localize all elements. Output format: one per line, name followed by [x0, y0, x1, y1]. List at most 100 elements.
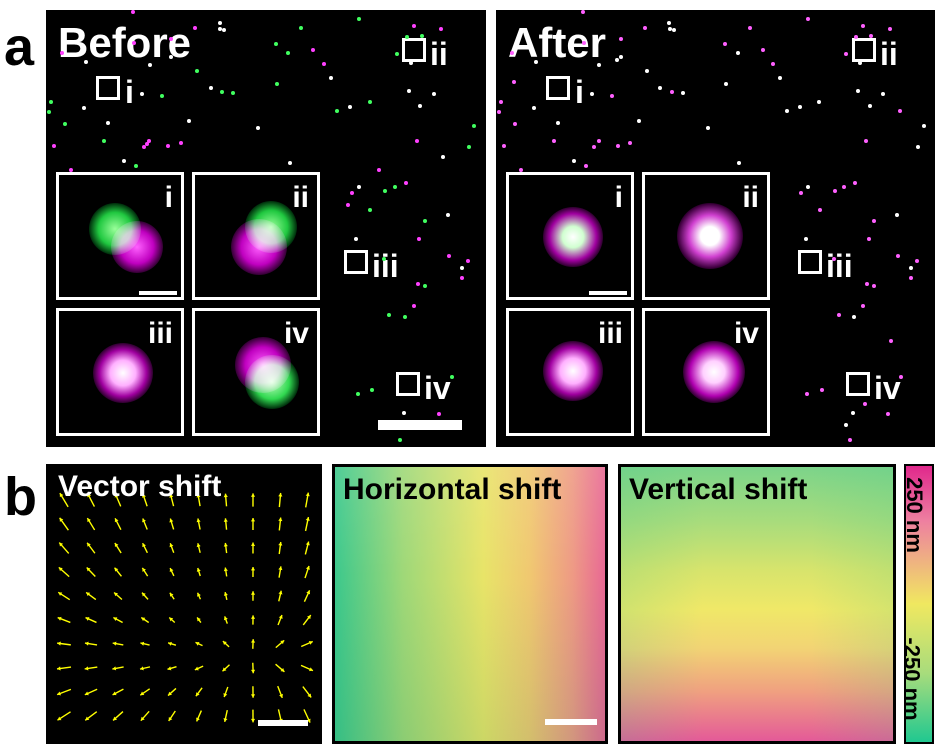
punctum	[431, 92, 436, 97]
punctum	[498, 100, 503, 105]
punctum	[916, 145, 921, 150]
punctum	[669, 89, 674, 94]
before-inset-iv-label: iv	[283, 317, 309, 350]
punctum	[705, 125, 710, 130]
arrow-head	[222, 667, 227, 672]
punctum	[59, 51, 64, 55]
punctum	[855, 88, 860, 93]
before-micrograph: Before i ii iii iv i ii iii iv	[46, 10, 486, 447]
arrow-head	[142, 518, 146, 523]
before-roi-ii-label: ii	[430, 36, 448, 72]
after-micrograph: After i ii iii iv i ii iii iv	[496, 10, 935, 447]
punctum	[850, 411, 855, 416]
arrow-head	[278, 566, 283, 571]
punctum	[760, 47, 765, 52]
punctum	[134, 163, 139, 168]
horizontal-shift-title: Horizontal shift	[343, 473, 562, 506]
punctum	[472, 123, 477, 128]
punctum	[349, 191, 354, 196]
punctum	[589, 91, 594, 96]
punctum	[354, 237, 359, 242]
punctum	[581, 41, 586, 46]
map-shading	[335, 467, 605, 741]
inset-scale-bar	[589, 291, 627, 295]
punctum	[356, 185, 361, 190]
arrow-head	[140, 666, 144, 671]
punctum	[832, 189, 837, 194]
before-roi-iv-label: iv	[424, 370, 451, 406]
vertical-shift-title: Vertical shift	[629, 473, 808, 506]
map-shading	[621, 467, 893, 741]
arrow-head	[194, 666, 199, 671]
arrow-head	[142, 543, 146, 548]
arrow-head	[250, 694, 256, 698]
before-roi-i-label: i	[125, 74, 134, 110]
punctum	[387, 312, 392, 317]
punctum	[392, 185, 397, 190]
before-roi-iii-box	[344, 250, 368, 274]
after-title: After	[508, 19, 607, 66]
punctum	[412, 303, 417, 308]
arrow-head	[196, 717, 200, 722]
punctum	[658, 86, 663, 91]
punctum	[217, 21, 222, 26]
arrow-head	[114, 518, 119, 523]
punctum	[147, 62, 152, 67]
punctum	[619, 55, 624, 60]
arrow-head	[305, 492, 310, 497]
arrow-head	[169, 617, 174, 622]
punctum	[168, 37, 173, 42]
punctum	[286, 50, 291, 55]
punctum	[860, 24, 865, 29]
arrow-head	[169, 568, 174, 573]
arrow-head	[306, 718, 311, 723]
after-roi-iv-box	[846, 372, 870, 396]
punctum	[908, 265, 913, 270]
punctum	[555, 121, 560, 125]
arrow-head	[280, 640, 285, 645]
punctum	[671, 27, 676, 32]
arrow-head	[307, 615, 311, 620]
punctum	[335, 108, 340, 113]
arrow-head	[223, 718, 228, 722]
punctum	[803, 237, 808, 242]
after-roi-ii-box	[852, 38, 876, 62]
punctum	[274, 82, 279, 87]
punctum	[618, 37, 623, 42]
punctum	[866, 236, 871, 241]
punctum	[414, 138, 419, 143]
punctum	[861, 303, 866, 308]
punctum	[166, 144, 171, 149]
punctum	[273, 42, 278, 47]
overlap-spot	[543, 341, 603, 401]
panel-b-label: b	[4, 467, 37, 527]
punctum	[863, 402, 868, 407]
green-spot	[245, 355, 299, 409]
punctum	[287, 160, 292, 165]
punctum	[921, 123, 926, 128]
after-inset-iii-label: iii	[597, 317, 623, 350]
arrow-head	[196, 518, 201, 523]
arrow-head	[85, 617, 90, 621]
punctum	[496, 110, 501, 115]
punctum	[784, 108, 789, 113]
punctum	[406, 88, 411, 93]
punctum	[512, 121, 517, 126]
punctum	[437, 411, 442, 416]
arrow-head	[223, 518, 228, 522]
after-roi-iii-label: iii	[826, 248, 853, 284]
punctum	[256, 125, 261, 130]
punctum	[531, 106, 536, 111]
punctum	[636, 118, 641, 123]
punctum	[408, 61, 413, 66]
arrow-head	[142, 567, 146, 572]
punctum	[116, 46, 121, 51]
arrow-head	[250, 591, 256, 595]
punctum	[584, 163, 589, 168]
punctum	[865, 281, 870, 286]
arrow-head	[250, 517, 256, 522]
punctum	[298, 25, 303, 30]
punctum	[446, 212, 451, 217]
punctum	[367, 99, 372, 104]
punctum	[806, 17, 811, 22]
